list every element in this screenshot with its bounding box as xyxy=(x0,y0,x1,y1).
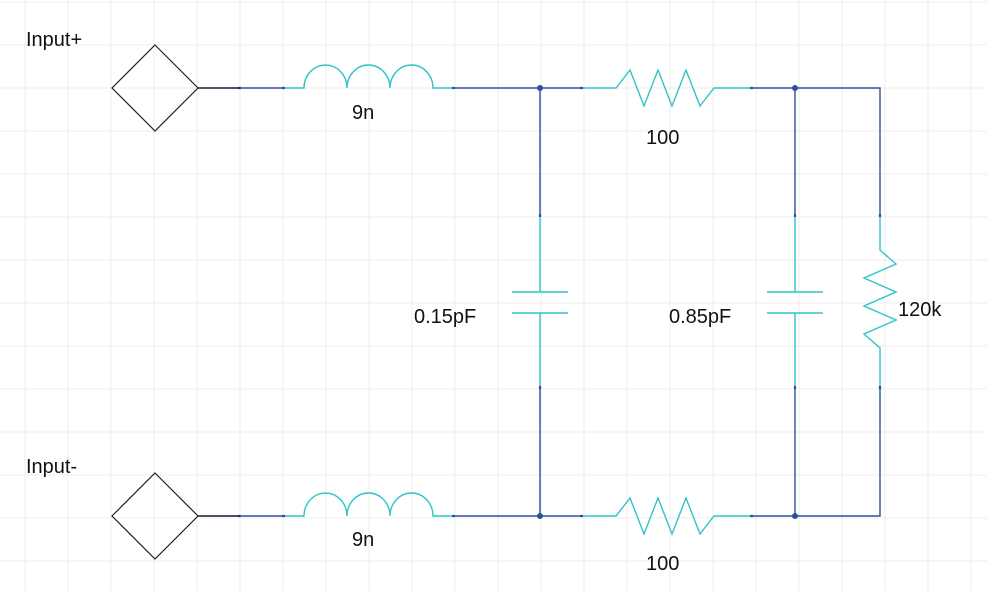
junction-dot xyxy=(537,85,543,91)
label-inductor-top: 9n xyxy=(352,102,374,124)
capacitor-left-symbol[interactable] xyxy=(512,216,568,388)
port-input-minus-icon[interactable] xyxy=(111,472,199,560)
port-label-input-minus: Input- xyxy=(26,456,77,478)
junctions xyxy=(537,85,798,519)
resistor-bottom-symbol[interactable] xyxy=(582,496,752,536)
junction-dot xyxy=(537,513,543,519)
components xyxy=(284,64,898,536)
inductor-top-symbol[interactable] xyxy=(284,64,454,89)
label-capacitor-right: 0.85pF xyxy=(669,306,731,328)
junction-dot xyxy=(792,85,798,91)
port-input-plus-icon[interactable] xyxy=(111,44,199,132)
resistor-top-symbol[interactable] xyxy=(582,68,752,108)
label-resistor-top: 100 xyxy=(646,127,679,149)
label-inductor-bottom: 9n xyxy=(352,529,374,551)
inductor-bottom-symbol[interactable] xyxy=(284,492,454,517)
pin-marks xyxy=(238,86,882,518)
junction-dot xyxy=(792,513,798,519)
wire-top-right xyxy=(752,87,881,216)
ports xyxy=(111,44,240,560)
label-resistor-load: 120k xyxy=(898,299,942,321)
label-resistor-bottom: 100 xyxy=(646,553,679,575)
port-label-input-plus: Input+ xyxy=(26,29,82,51)
wire-bottom-right xyxy=(752,388,881,517)
capacitor-right-symbol[interactable] xyxy=(767,216,823,388)
wires xyxy=(198,87,881,517)
label-capacitor-left: 0.15pF xyxy=(414,306,476,328)
resistor-load-symbol[interactable] xyxy=(862,216,898,388)
